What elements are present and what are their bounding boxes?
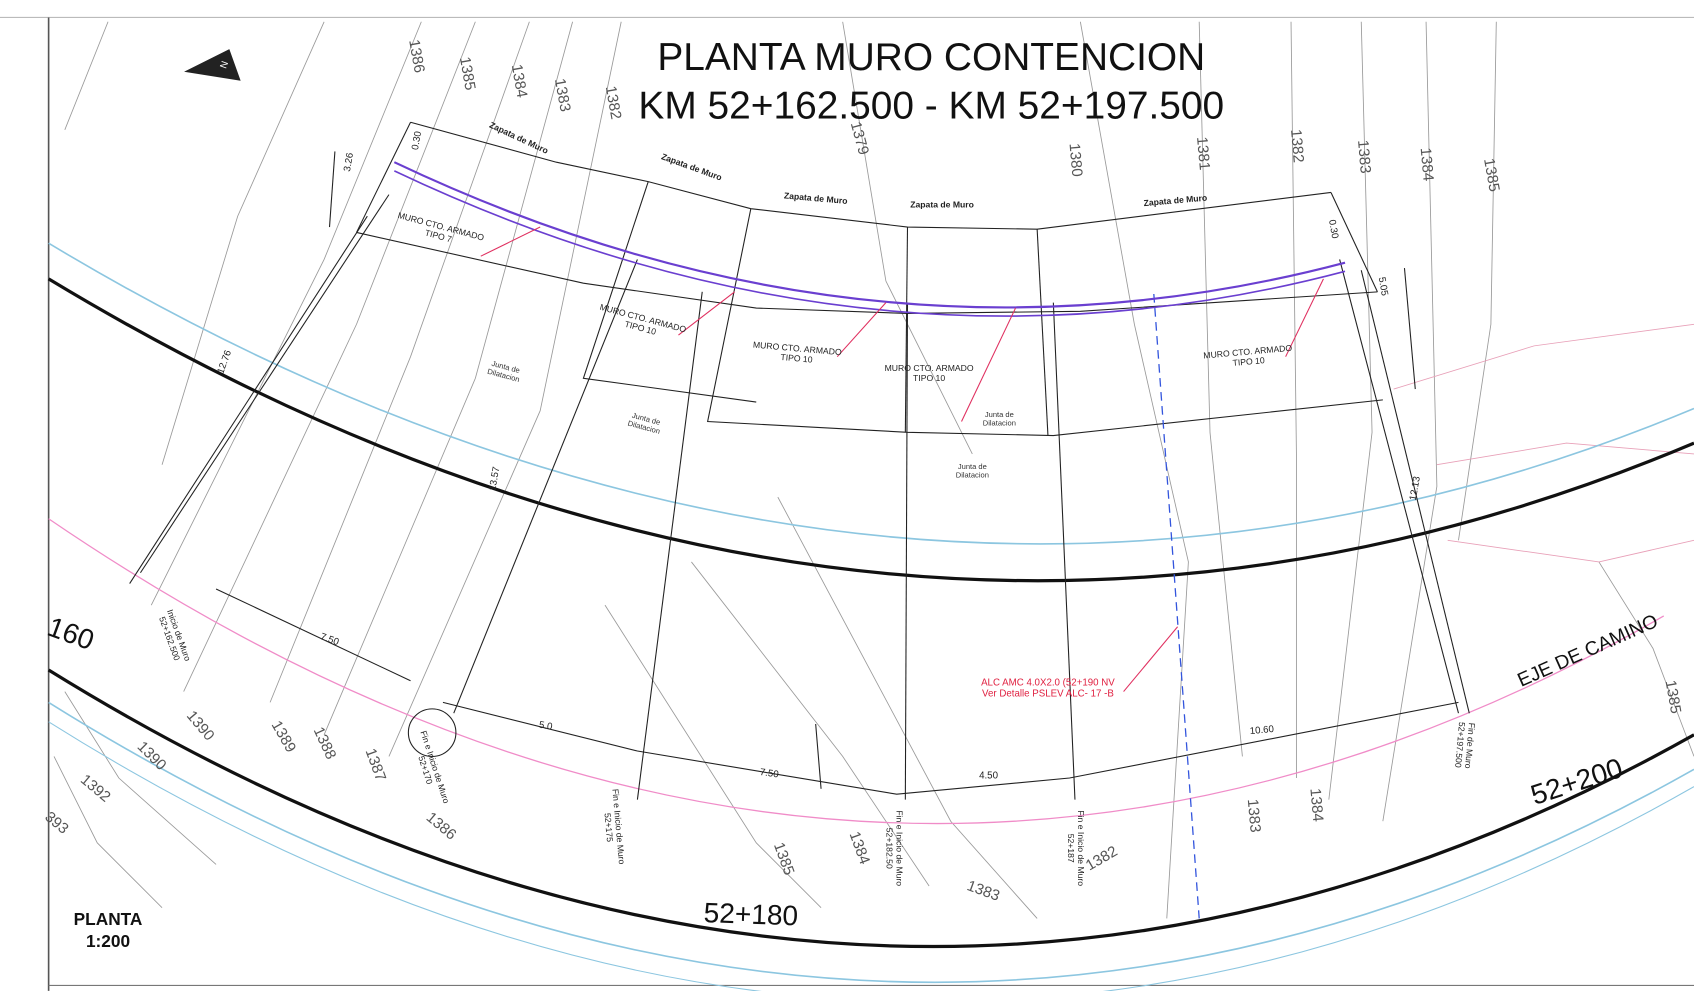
contour-label: 1382: [1287, 128, 1307, 163]
dimension-label: 7.50: [759, 767, 780, 781]
road-station: 52+180: [703, 897, 799, 931]
contour-label: 1382: [602, 85, 625, 121]
wall-label: TIPO 10: [780, 352, 813, 365]
dimension-label: 4.50: [979, 770, 999, 781]
contour-label: 1388: [310, 724, 340, 762]
contour-label: 1386: [405, 38, 428, 74]
contour-label: 393: [41, 808, 71, 837]
station-label: Fin e Inicio de Muro: [895, 810, 905, 886]
contour-label: 1386: [423, 809, 460, 844]
joint-label: Dilatacion: [956, 471, 989, 480]
contour-label: 1384: [1417, 147, 1437, 182]
contour-label: 1381: [1193, 136, 1213, 171]
linework: [0, 17, 1694, 991]
footing-label: Zapata de Muro: [784, 190, 848, 206]
station-label: 52+187: [1066, 834, 1076, 863]
wall-label: MURO CTO. ARMADO: [885, 363, 974, 373]
joint-label: Junta de: [958, 462, 987, 471]
dimension-label: 5.0: [538, 720, 554, 733]
footing-label: Zapata de Muro: [660, 151, 723, 182]
contour-label: 1384: [508, 63, 531, 99]
contour-label: 1382: [1083, 843, 1121, 875]
road-station: 160: [44, 611, 99, 656]
contour-label: 1383: [1244, 798, 1264, 833]
contour-label: 1390: [183, 707, 218, 744]
contour-label: 1392: [77, 771, 114, 806]
contour-label: 1383: [551, 77, 574, 113]
contour-label: 1383: [965, 877, 1002, 904]
footing-label: Zapata de Muro: [910, 200, 974, 210]
dimension-label: 3.26: [342, 152, 356, 173]
wall-label: TIPO 10: [913, 373, 945, 383]
dimension-label: 10.60: [1249, 724, 1275, 737]
dimension-label: 0.30: [410, 130, 424, 151]
culvert-label: Ver Detalle PSLEV ALC- 17 -B: [982, 689, 1114, 700]
joint-label: Junta de: [985, 410, 1014, 419]
contour-label: 1385: [1662, 679, 1685, 715]
contour-label: 1385: [770, 840, 797, 877]
station-label: Fin e Inicio de Muro: [1076, 810, 1086, 886]
dimension-label: 0.30: [1326, 219, 1340, 240]
contour-label: 1387: [362, 746, 389, 783]
dimension-label: 12.76: [215, 349, 234, 376]
road-station: 52+200: [1527, 752, 1626, 811]
station-label: 52+182.50: [885, 828, 895, 869]
contour-label: 1389: [268, 718, 300, 756]
contour-label: 1380: [1066, 143, 1086, 178]
contour-label: 1385: [456, 56, 479, 92]
title: PLANTA MURO CONTENCION: [657, 36, 1205, 79]
contour-label: 1384: [1306, 787, 1326, 822]
dimension-label: 5.05: [1376, 276, 1390, 297]
view-scale: 1:200: [86, 931, 130, 951]
subtitle: KM 52+162.500 - KM 52+197.500: [638, 84, 1224, 127]
drawing: PLANTA MURO CONTENCION KM 52+162.500 - KM…: [0, 0, 1694, 991]
footing-label: Zapata de Muro: [1143, 193, 1207, 209]
contour-label: 1384: [846, 829, 873, 866]
axis-label: EJE DE CAMINO: [1514, 610, 1661, 692]
station-label: 52+175: [603, 813, 616, 843]
dimension-label: 13.57: [487, 466, 502, 492]
culvert-label: ALC AMC 4.0X2.0 (52+190 NV: [981, 678, 1115, 689]
joint-label: Dilatacion: [983, 419, 1016, 428]
view-name: PLANTA: [74, 909, 143, 929]
contour-label: 1385: [1480, 157, 1503, 193]
contour-label: 1383: [1354, 139, 1374, 174]
wall-label: TIPO 10: [1232, 355, 1265, 368]
